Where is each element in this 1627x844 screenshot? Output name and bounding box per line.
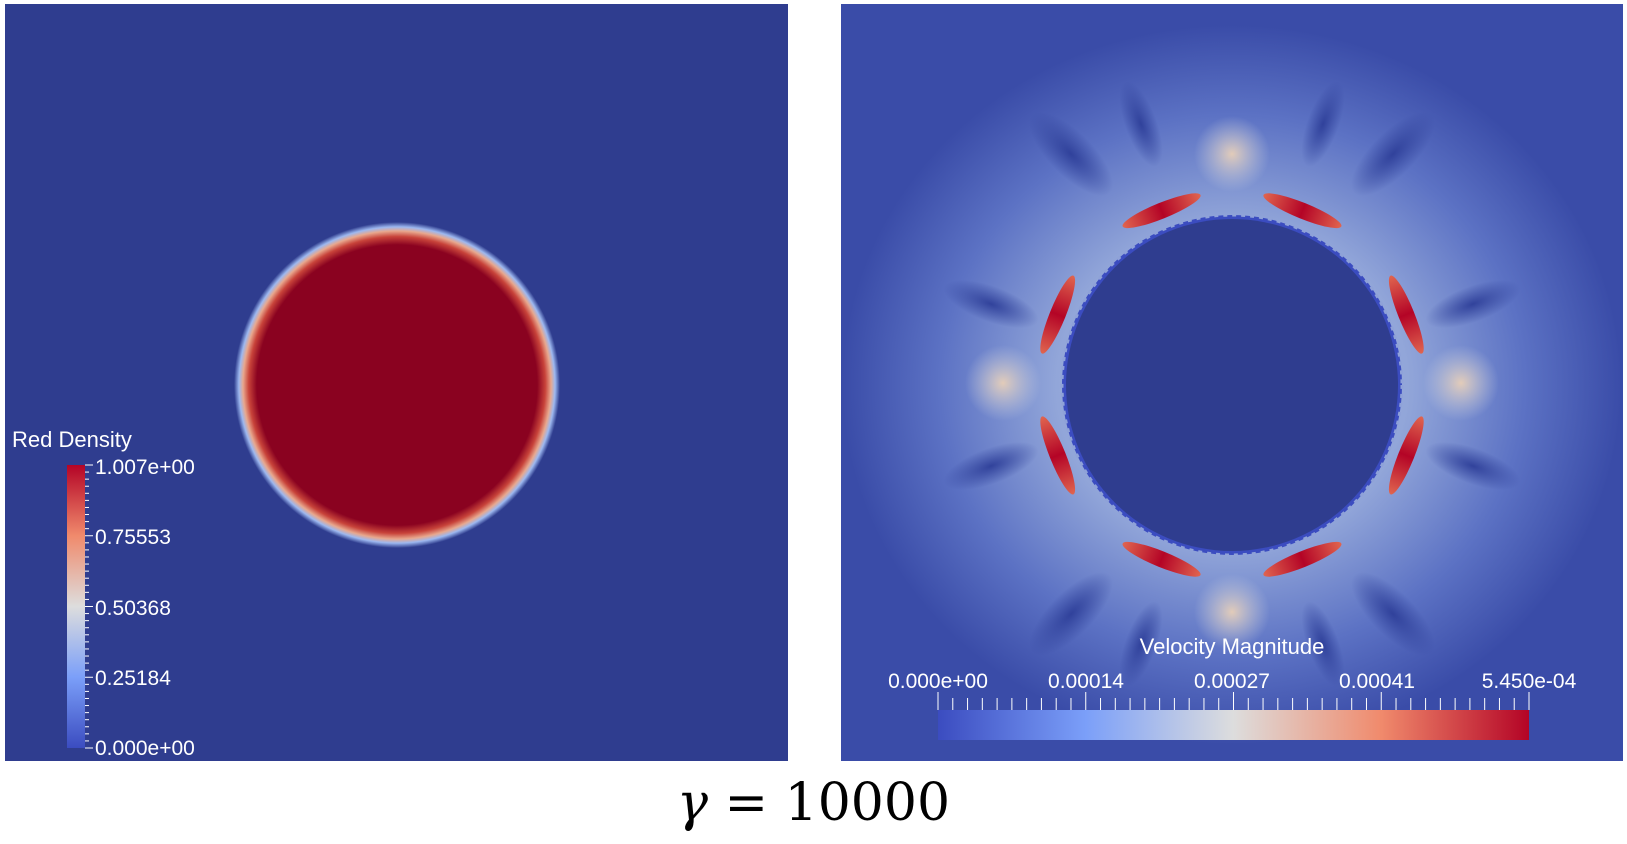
red-density-plot: Red Density 1.007e+00 0.75553 0.50368 0.…: [5, 4, 788, 761]
velocity-streak: [1263, 193, 1342, 229]
colorbar-gradient: [938, 710, 1529, 740]
velocity-colorbar: Velocity Magnitude 0.000e+00 0.00014 0.0…: [888, 634, 1577, 740]
red-drop: [234, 222, 560, 548]
red-density-canvas: Red Density 1.007e+00 0.75553 0.50368 0.…: [5, 4, 788, 761]
red-density-colorbar: Red Density 1.007e+00 0.75553 0.50368 0.…: [12, 427, 195, 760]
tick-label: 5.450e-04: [1482, 670, 1577, 693]
tick-label: 0.00041: [1339, 670, 1415, 693]
tick-label: 0.25184: [95, 667, 171, 690]
gamma-symbol: γ: [676, 773, 708, 833]
colorbar-gradient: [67, 465, 85, 748]
tick-label: 0.00014: [1048, 670, 1124, 693]
tick-label: 0.00027: [1194, 670, 1270, 693]
colorbar-title: Red Density: [12, 427, 132, 452]
tick-label: 0.50368: [95, 597, 171, 620]
velocity-high-streaks: [1040, 193, 1424, 577]
velocity-magnitude-plot: Velocity Magnitude 0.000e+00 0.00014 0.0…: [841, 4, 1623, 761]
tick-label: 0.000e+00: [95, 737, 195, 760]
colorbar-title: Velocity Magnitude: [1140, 634, 1325, 659]
figure-caption: γ = 10000: [0, 768, 1627, 838]
velocity-streak: [1040, 275, 1076, 354]
velocity-streak: [1040, 416, 1076, 495]
velocity-warm-spots: [965, 116, 1499, 650]
tick-label: 0.000e+00: [888, 670, 988, 693]
velocity-streak: [1388, 416, 1424, 495]
velocity-streak: [1388, 275, 1424, 354]
velocity-streak: [1263, 541, 1342, 577]
velocity-low-lobes: [943, 81, 1521, 687]
gamma-value: 10000: [784, 773, 951, 833]
velocity-magnitude-canvas: Velocity Magnitude 0.000e+00 0.00014 0.0…: [841, 4, 1623, 761]
drop-core: [1066, 219, 1398, 551]
velocity-streak: [1122, 193, 1201, 229]
equals-sign: =: [708, 773, 785, 833]
tick-label: 1.007e+00: [95, 456, 195, 479]
tick-label: 0.75553: [95, 526, 171, 549]
velocity-streak: [1122, 541, 1201, 577]
